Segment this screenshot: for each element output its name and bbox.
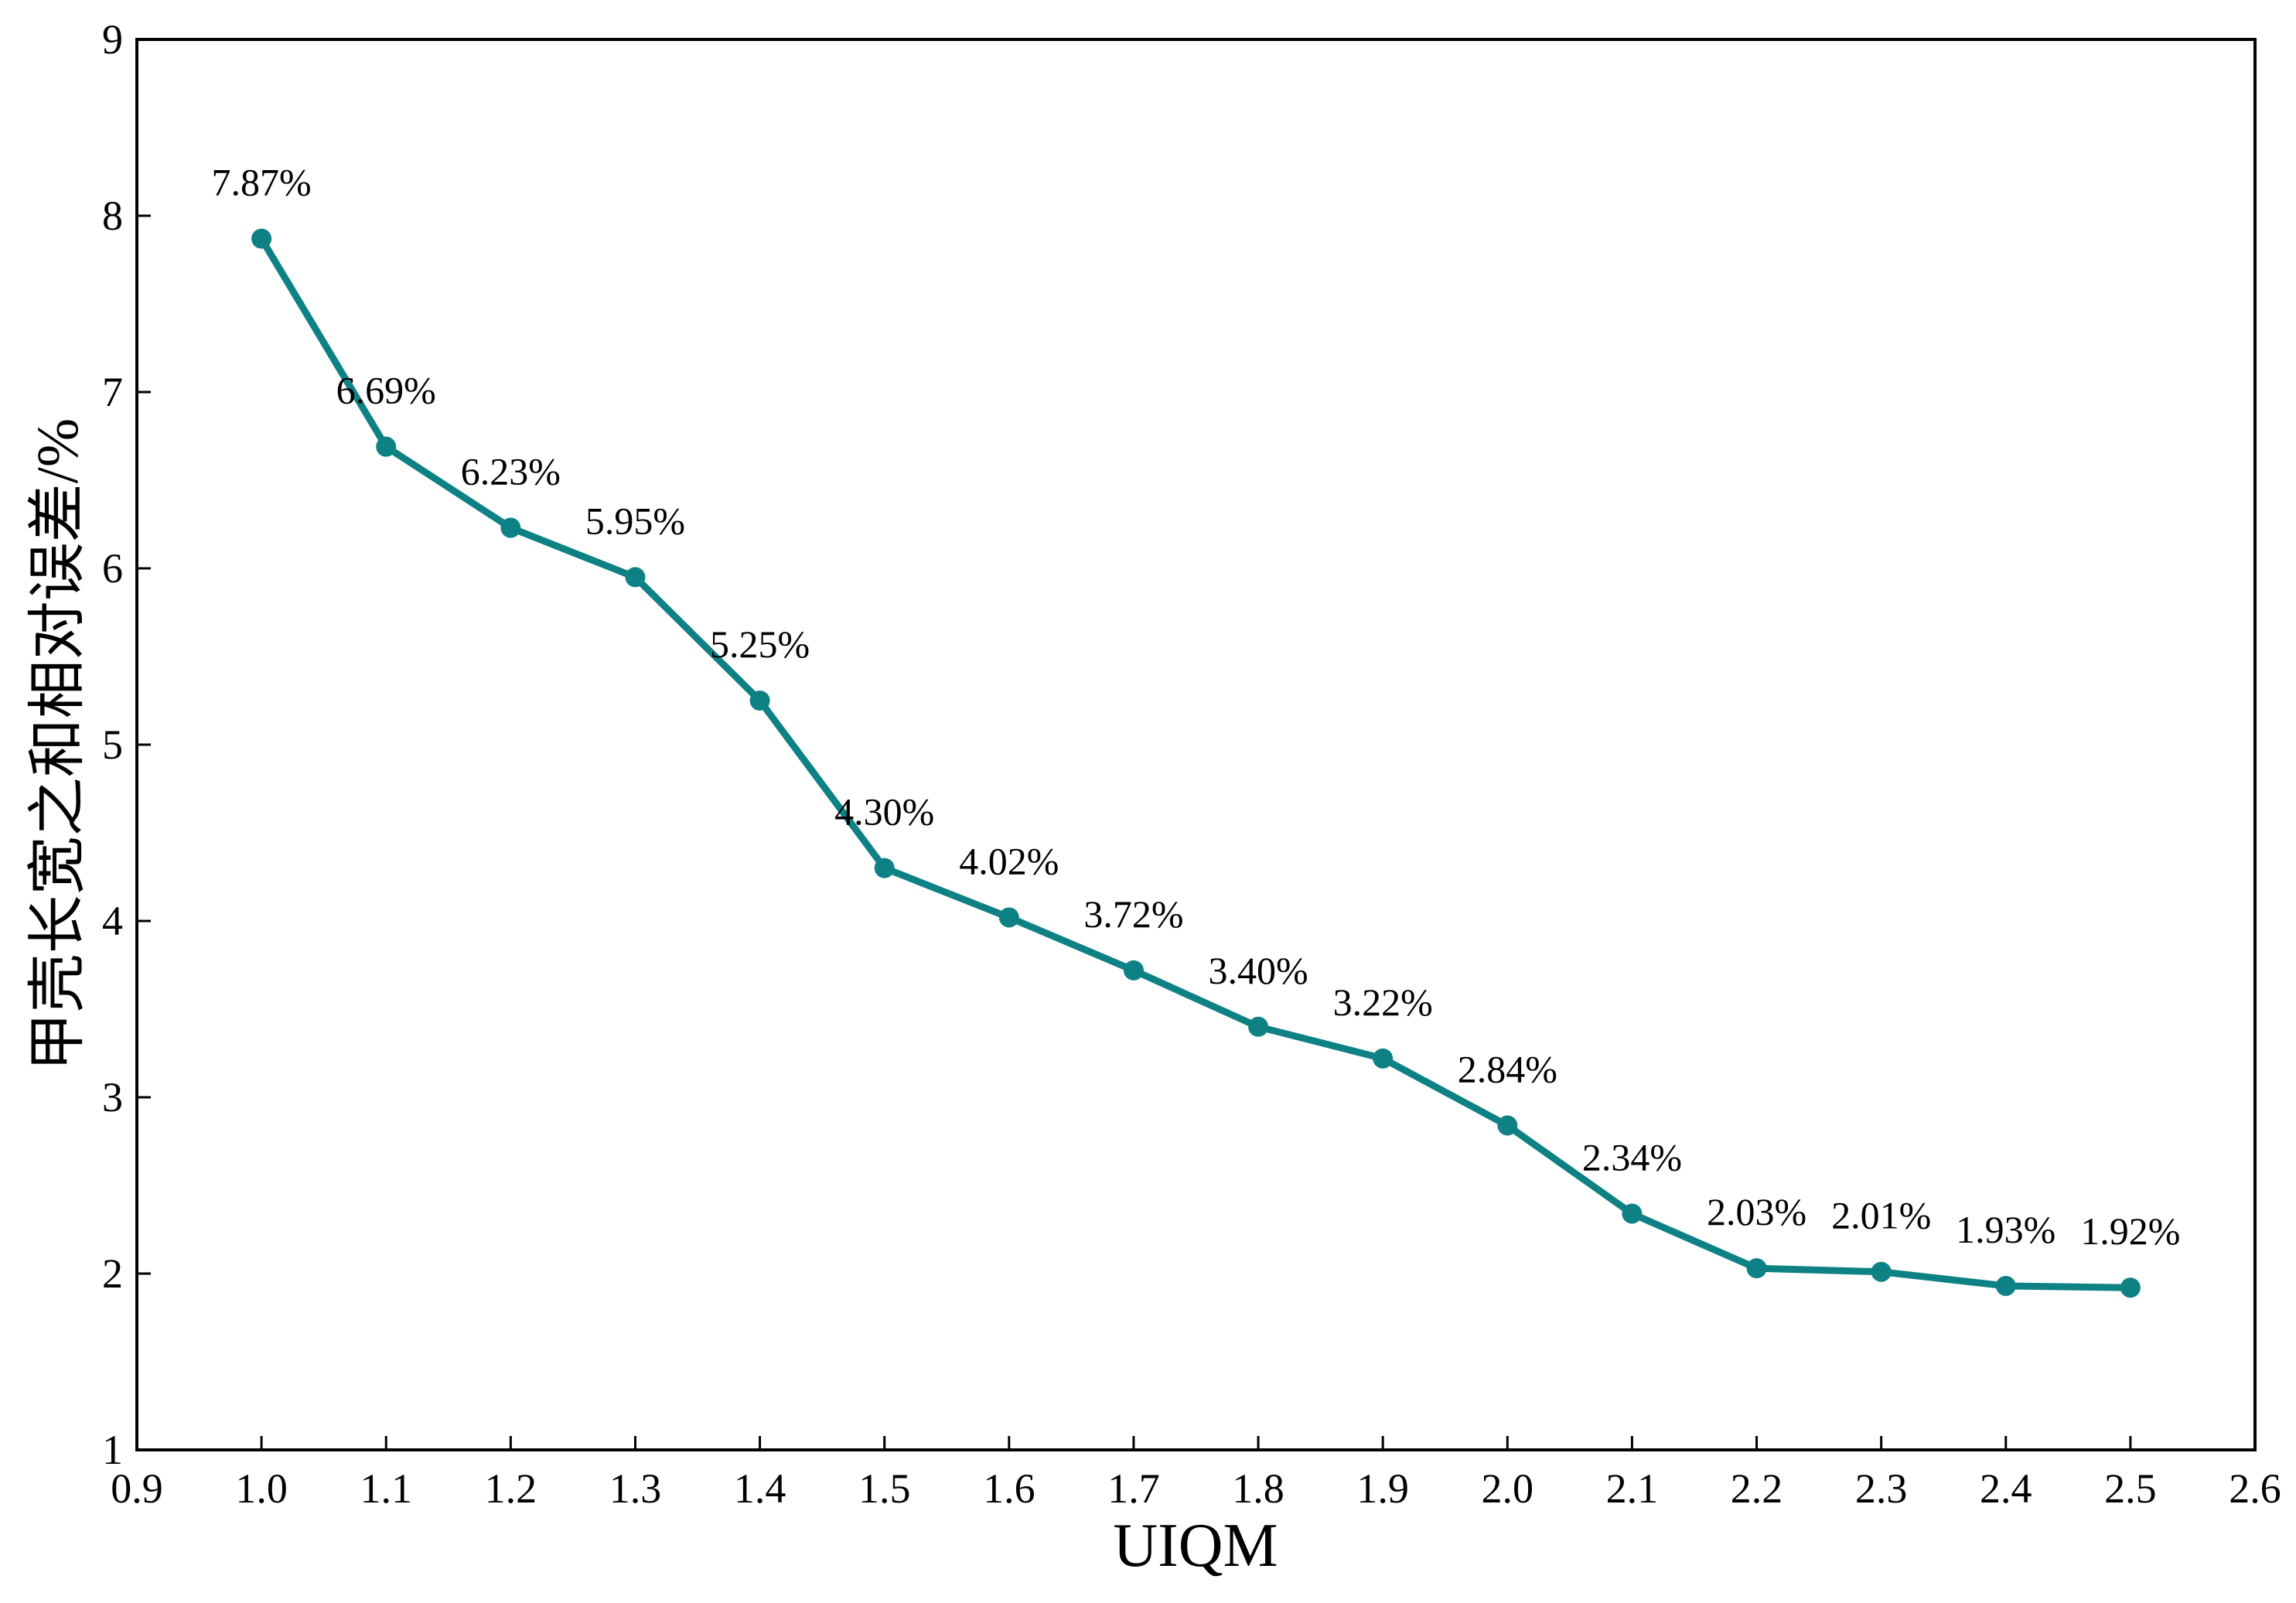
y-tick-label: 2 [102,1250,123,1297]
data-point [1497,1115,1518,1136]
data-point [998,907,1019,928]
data-point [2120,1277,2141,1298]
x-tick-label: 1.2 [485,1465,537,1512]
x-tick-label: 0.9 [111,1465,163,1512]
x-tick-label: 1.6 [983,1465,1035,1512]
plot-frame [135,38,2257,1451]
x-tick-label: 1.7 [1107,1465,1160,1512]
series-line [258,237,2131,1291]
y-tick-label: 8 [102,193,123,239]
y-tick-label: 1 [102,1427,123,1473]
data-label: 3.72% [1083,892,1183,936]
y-tick-label: 6 [102,545,123,592]
x-tick-label: 1.0 [235,1465,288,1512]
x-tick-label: 1.4 [734,1465,786,1512]
x-tick-label: 2.6 [2229,1465,2281,1512]
y-tick-label: 3 [102,1074,123,1120]
data-point [749,691,770,711]
x-tick-label: 1.9 [1356,1465,1409,1512]
data-label: 2.84% [1458,1047,1557,1090]
x-tick-label: 2.3 [1855,1465,1908,1512]
data-point [625,567,646,588]
data-point [251,228,272,249]
x-axis-label: UIQM [1113,1512,1278,1580]
x-tick-label: 1.1 [360,1465,412,1512]
data-label: 2.01% [1831,1194,1931,1237]
data-label: 6.69% [336,369,436,412]
data-label: 4.30% [834,790,934,834]
data-point [1123,960,1144,981]
data-point [1373,1048,1394,1069]
data-label: 6.23% [461,450,561,493]
data-point [1871,1261,1892,1282]
data-point [500,517,521,538]
x-tick-label: 2.5 [2104,1465,2157,1512]
y-axis-label: 甲壳长宽之和相对误差/% [26,418,90,1071]
data-label: 3.40% [1208,949,1308,992]
data-label: 2.34% [1582,1135,1682,1178]
data-label: 5.95% [585,499,685,542]
data-label: 5.25% [710,622,810,666]
x-tick-label: 2.0 [1482,1465,1534,1512]
y-tick-label: 7 [102,369,123,415]
data-point [376,436,397,457]
y-tick-label: 4 [102,898,123,944]
data-label: 4.02% [959,839,1059,882]
data-label: 3.22% [1333,981,1433,1024]
data-label: 1.93% [1956,1208,2055,1251]
data-point [874,858,895,878]
x-tick-label: 2.1 [1606,1465,1659,1512]
y-tick-label: 5 [102,721,123,768]
x-tick-label: 1.3 [609,1465,662,1512]
data-point [1995,1275,2016,1296]
y-tick-label: 9 [102,16,123,63]
data-label: 7.87% [212,161,312,204]
data-point [1746,1258,1767,1279]
x-tick-label: 1.8 [1232,1465,1284,1512]
data-point [1622,1203,1643,1224]
data-point [1248,1016,1269,1037]
x-tick-label: 1.5 [858,1465,911,1512]
x-tick-label: 2.4 [1980,1465,2032,1512]
data-label: 2.03% [1707,1190,1806,1233]
data-label: 1.92% [2080,1209,2180,1253]
x-tick-label: 2.2 [1731,1465,1783,1512]
